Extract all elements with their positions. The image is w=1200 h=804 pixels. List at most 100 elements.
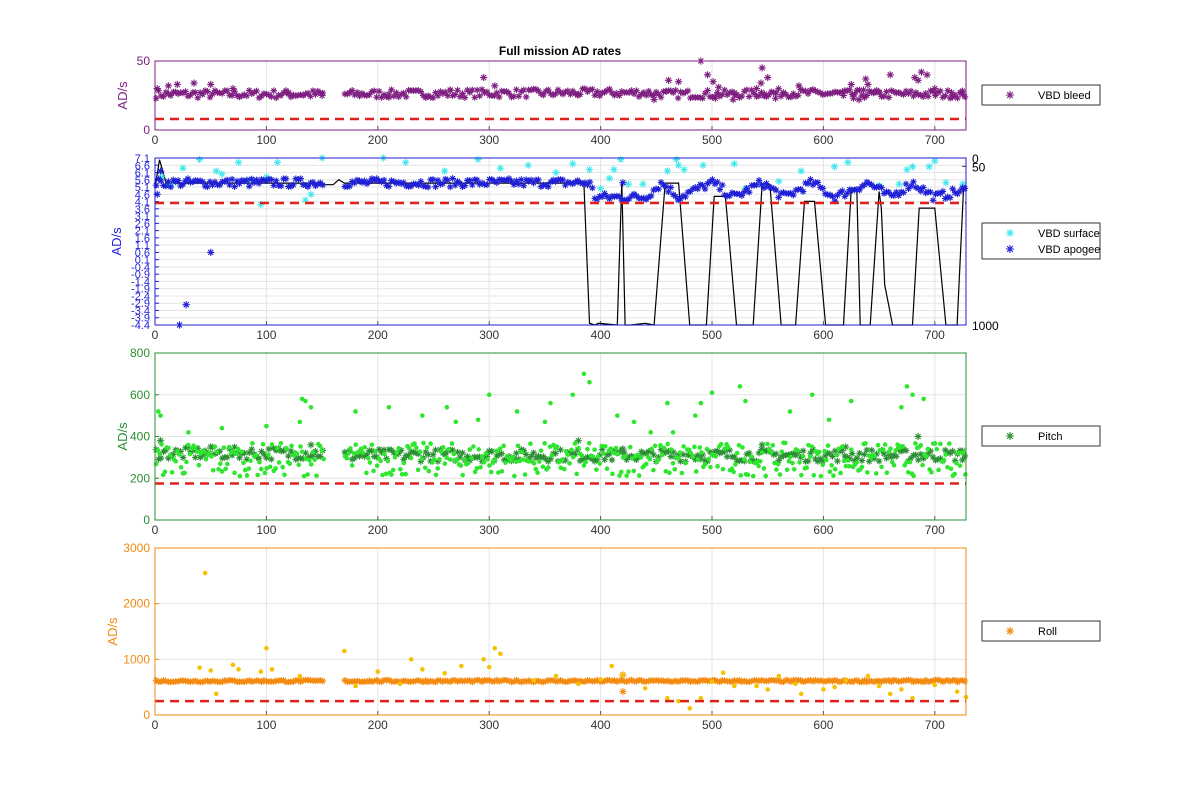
data-point [571, 450, 579, 458]
data-point [162, 677, 170, 685]
data-point [461, 94, 469, 101]
data-point [437, 677, 444, 684]
data-point [353, 89, 361, 96]
data-point [574, 90, 582, 98]
x-tick-label: 400 [591, 523, 611, 537]
data-point [166, 445, 171, 451]
data-point [395, 93, 403, 101]
data-point [696, 94, 704, 101]
data-point [757, 79, 765, 87]
data-point [777, 453, 785, 461]
data-point [839, 91, 848, 100]
data-point [432, 446, 439, 454]
data-point [618, 677, 626, 684]
data-point [373, 453, 380, 461]
data-point [554, 86, 562, 94]
data-point [842, 443, 850, 451]
legend-box [981, 620, 1101, 642]
data-point [819, 185, 827, 192]
data-point [562, 181, 569, 189]
data-point [442, 175, 449, 183]
y-tick-label: 5.6 [135, 175, 150, 187]
data-point [651, 467, 656, 473]
data-point [299, 92, 307, 99]
data-point [304, 183, 312, 191]
data-point [318, 91, 326, 100]
data-point [388, 446, 395, 454]
data-point [262, 173, 271, 181]
data-point [890, 676, 898, 684]
data-point [528, 441, 533, 447]
data-point [843, 87, 851, 95]
data-point [619, 445, 627, 453]
data-point [396, 446, 401, 451]
data-point [657, 178, 665, 186]
data-point [834, 677, 841, 685]
data-point [155, 448, 161, 453]
data-point [415, 467, 421, 473]
data-point [475, 417, 481, 423]
data-point [549, 453, 555, 458]
data-point [491, 92, 498, 100]
data-point [559, 678, 567, 685]
data-point [665, 441, 670, 447]
data-point [307, 179, 314, 187]
data-point [665, 400, 670, 406]
data-point [342, 648, 347, 654]
data-point [202, 570, 208, 576]
data-point [716, 678, 724, 686]
data-point [397, 447, 405, 454]
y-tick-label: 0.1 [135, 255, 150, 267]
data-point [544, 86, 552, 94]
data-point [280, 464, 285, 470]
data-point [608, 677, 616, 685]
data-point [758, 441, 766, 449]
data-point [759, 450, 765, 455]
data-point [709, 390, 715, 395]
data-point [689, 185, 697, 193]
data-point [674, 161, 683, 169]
data-point [731, 453, 738, 461]
data-point [892, 188, 900, 196]
data-point [645, 193, 653, 201]
data-point [843, 678, 848, 683]
data-point [498, 677, 505, 685]
data-point [791, 467, 797, 472]
data-point [481, 657, 486, 662]
data-point [897, 188, 905, 196]
data-point [576, 445, 581, 451]
data-point [597, 184, 605, 193]
data-point [505, 175, 513, 182]
data-point [631, 419, 637, 425]
data-point [838, 470, 843, 476]
data-point [307, 457, 312, 463]
y-tick-label: 0 [143, 123, 150, 137]
data-point [540, 453, 547, 460]
data-point [264, 423, 269, 429]
data-point [564, 178, 572, 186]
data-point [854, 460, 859, 465]
data-point [826, 450, 834, 458]
y-tick-label: -1.9 [131, 284, 150, 296]
y2-tick-label: 50 [972, 160, 986, 174]
data-point [594, 467, 599, 472]
data-point [455, 457, 460, 462]
data-point [951, 91, 959, 99]
y-axis-label: AD/s [105, 617, 120, 646]
data-point [255, 677, 263, 685]
data-point [542, 87, 550, 95]
data-point [153, 85, 161, 93]
data-point [292, 175, 300, 183]
data-point [493, 89, 501, 97]
data-point [549, 176, 557, 184]
data-point [258, 176, 265, 183]
data-point [730, 160, 738, 168]
data-point [709, 93, 716, 101]
data-point [535, 452, 542, 460]
data-point [270, 87, 278, 95]
data-point [184, 92, 192, 100]
data-point [483, 181, 491, 189]
data-point [633, 87, 640, 94]
data-point [821, 452, 829, 460]
data-point [748, 677, 755, 685]
